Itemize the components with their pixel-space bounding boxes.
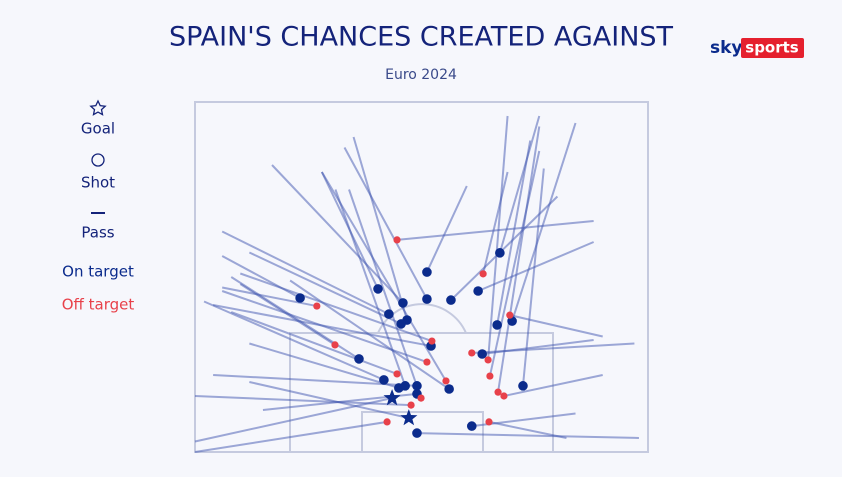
shot [494,388,502,396]
pass [482,171,509,275]
shot [423,358,431,366]
shot [407,401,415,409]
shot [373,284,383,294]
pass [221,290,428,363]
shot [442,377,450,385]
pass [487,115,509,361]
shot [518,381,528,391]
shot [473,286,483,296]
goal [400,409,418,426]
shot [400,381,410,391]
pass [352,136,408,321]
pass [477,241,595,292]
pass [203,300,385,381]
shot [485,418,493,426]
pass [239,272,433,342]
pass [230,311,398,375]
shot [417,394,425,402]
shot [500,392,508,400]
pass [396,220,594,241]
legend-star [89,99,107,116]
shot [486,372,494,380]
pass [343,147,428,300]
shot [393,370,401,378]
legend-label: On target [62,263,134,281]
shot [484,356,492,364]
brand-box [741,38,804,58]
shot [466,421,477,431]
pass [496,140,532,326]
shot [468,349,476,357]
pass [497,126,541,393]
pass [221,230,390,315]
passes [194,115,639,453]
legend-circle [91,153,105,167]
brand-sports: sports [745,39,799,57]
pass [471,342,635,354]
brand-logo: sky sports [710,38,804,58]
shot [506,311,514,319]
pass [194,395,412,407]
pass [348,189,422,399]
legend-label: Shot [81,174,115,192]
shot [331,341,339,349]
shot [495,248,505,258]
legend-label: Goal [81,120,115,138]
goal [383,389,401,406]
penalty-arc [377,303,467,334]
shot [477,349,488,359]
shot [383,418,391,426]
pass [249,381,410,420]
pass [426,185,468,273]
legend-label: Pass [81,224,114,242]
pass [221,286,318,308]
pass [416,432,639,439]
shot [412,428,422,438]
shot [492,320,502,330]
pass [289,279,450,390]
shot [393,236,401,244]
shots [295,236,528,438]
shot [422,267,432,277]
shot [354,354,364,364]
legend: Goal Shot Pass On target Off target [62,99,135,314]
shot [428,337,436,345]
legend-label: Off target [62,296,135,314]
pitch [194,101,649,453]
shot [313,302,321,310]
shot [412,381,422,391]
shot [295,293,305,303]
shot [396,319,406,329]
pass [488,420,567,439]
shot [444,384,454,394]
shot [384,309,394,319]
pass [248,251,402,325]
shot [398,298,408,308]
pass [194,397,393,443]
pass [488,150,541,377]
pass [249,342,400,389]
brand-sky: sky [710,38,743,58]
pass [509,314,603,338]
shot [379,375,389,385]
chart-title: SPAIN'S CHANCES CREATED AGAINST [169,22,674,53]
pass [194,420,388,453]
shot [422,294,432,304]
pass [511,122,577,322]
shot [446,295,456,305]
shot [479,270,487,278]
pass [320,171,447,382]
chart-subtitle: Euro 2024 [385,67,457,83]
pass [503,374,603,397]
pass [334,189,407,387]
six-yard-box [361,411,484,453]
